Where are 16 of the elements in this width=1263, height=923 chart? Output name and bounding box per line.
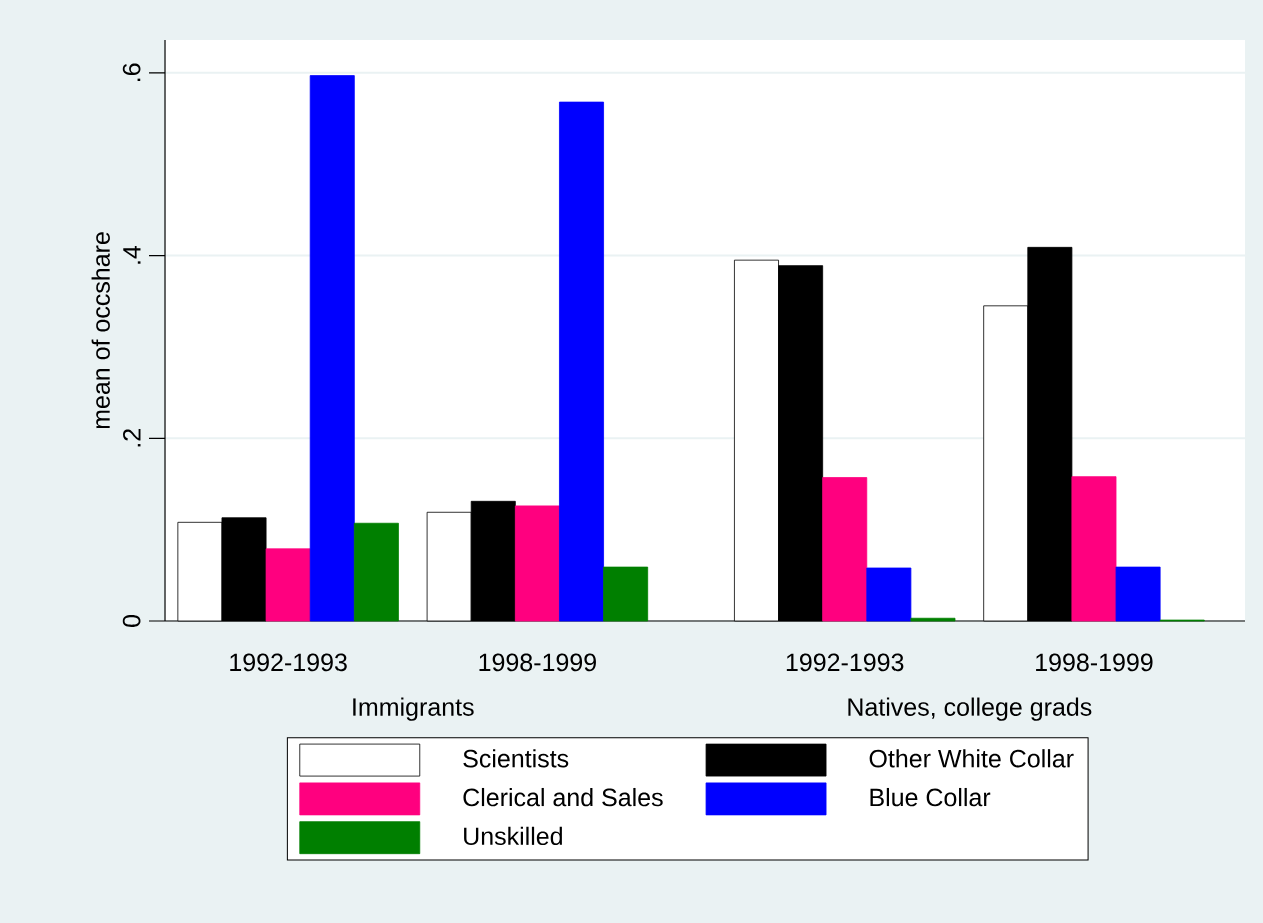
text: Immigrants bbox=[353, 697, 474, 721]
y-tick-label: 0 bbox=[122, 615, 141, 627]
legend-label: Clerical and Sales bbox=[463, 787, 663, 807]
legend-label: Blue Collar bbox=[870, 787, 991, 807]
y-tick-label: .4 bbox=[123, 245, 141, 264]
x-tick-label: 1992-1993 bbox=[786, 653, 904, 672]
y-axis-title: mean of occshare bbox=[91, 232, 110, 429]
x-tick-label: 1998-1999 bbox=[1036, 653, 1153, 672]
legend-label: Other White Collar bbox=[869, 749, 1074, 768]
legend-label: Unskilled bbox=[464, 826, 562, 846]
x-tick-label: 1992-1993 bbox=[230, 653, 347, 672]
y-tick-label: .6 bbox=[122, 63, 141, 82]
text: Natives, college grads bbox=[848, 697, 1092, 721]
x-tick-label: 1998-1999 bbox=[479, 653, 596, 672]
y-tick-label: .2 bbox=[123, 429, 141, 447]
legend-label: Scientists bbox=[463, 749, 569, 768]
